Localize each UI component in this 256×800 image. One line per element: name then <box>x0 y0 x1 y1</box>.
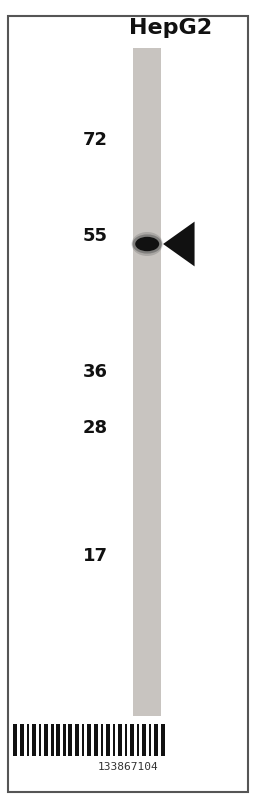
Text: 28: 28 <box>82 419 108 437</box>
Ellipse shape <box>132 234 162 254</box>
Bar <box>27 724 29 756</box>
Bar <box>39 724 41 756</box>
Ellipse shape <box>135 237 159 251</box>
Text: 55: 55 <box>82 227 108 245</box>
Text: 36: 36 <box>82 363 108 381</box>
Bar <box>161 724 165 756</box>
Bar <box>20 724 24 756</box>
Bar <box>87 724 91 756</box>
Ellipse shape <box>132 232 163 256</box>
Polygon shape <box>163 222 195 266</box>
Text: HepG2: HepG2 <box>129 18 212 38</box>
Bar <box>44 724 48 756</box>
Bar <box>106 724 110 756</box>
Bar <box>51 724 54 756</box>
Bar <box>63 724 66 756</box>
Text: 17: 17 <box>82 547 108 565</box>
Bar <box>118 724 122 756</box>
Bar <box>154 724 158 756</box>
Bar <box>82 724 84 756</box>
Bar <box>130 724 134 756</box>
Bar <box>32 724 36 756</box>
Bar <box>56 724 60 756</box>
Bar <box>13 724 17 756</box>
Bar <box>133 48 161 716</box>
Bar <box>113 724 115 756</box>
Text: 133867104: 133867104 <box>98 762 158 773</box>
Bar <box>68 724 72 756</box>
Bar <box>137 724 139 756</box>
Bar <box>142 724 146 756</box>
Bar <box>125 724 127 756</box>
Text: 72: 72 <box>82 131 108 149</box>
Bar <box>101 724 103 756</box>
Bar <box>75 724 79 756</box>
Bar <box>94 724 98 756</box>
Bar <box>149 724 151 756</box>
